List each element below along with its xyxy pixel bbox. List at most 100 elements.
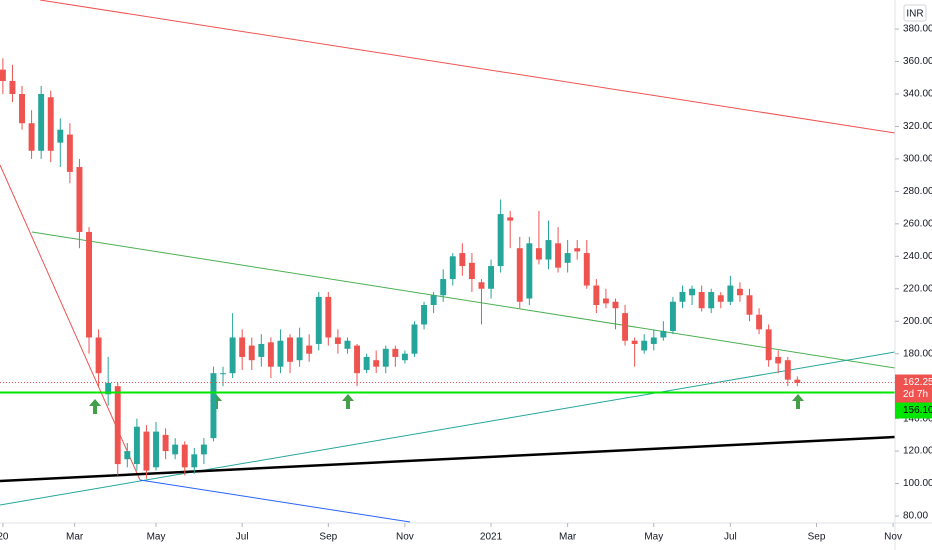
- candle-body: [229, 337, 236, 374]
- support-label: 156.10: [903, 405, 932, 416]
- candle-body: [794, 379, 801, 383]
- x-tick-label: 2021: [480, 532, 503, 543]
- candle-body: [660, 330, 667, 338]
- y-tick-label: 300.00: [903, 154, 932, 165]
- candle-body: [287, 337, 294, 362]
- countdown-label: 2d 7h: [903, 389, 928, 400]
- x-tick-label: Nov: [884, 532, 902, 543]
- candle-body: [105, 382, 112, 395]
- candle-body: [440, 279, 447, 296]
- candle-body: [296, 337, 303, 361]
- support-label-box: [895, 402, 932, 419]
- arrows: [89, 394, 804, 414]
- candle-body: [277, 340, 284, 367]
- candle-body: [133, 426, 140, 465]
- candle-body: [267, 342, 274, 367]
- trend-line: [39, 0, 895, 134]
- candle-body: [28, 123, 35, 151]
- up-arrow: [89, 399, 101, 414]
- candle-body: [57, 129, 64, 143]
- candle-body: [392, 348, 399, 357]
- x-tick-label: Nov: [396, 532, 414, 543]
- up-arrow: [342, 394, 354, 409]
- candle-body: [775, 356, 782, 364]
- candle-body: [708, 292, 715, 309]
- x-tick-label: Sep: [319, 532, 337, 543]
- currency-box: [903, 4, 927, 22]
- candle-body: [478, 282, 485, 289]
- candle-body: [583, 253, 590, 286]
- trend-line: [0, 435, 895, 483]
- candle-body: [363, 356, 370, 370]
- last-price-box: [895, 374, 932, 403]
- y-tick-label: 240.00: [903, 251, 932, 262]
- candle-body: [526, 243, 533, 299]
- y-tick-label: 380.00: [903, 24, 932, 35]
- x-tick-label: Jul: [236, 532, 249, 543]
- candle-body: [95, 337, 102, 374]
- candle-body: [574, 248, 581, 252]
- candle-body: [622, 313, 629, 341]
- candle-body: [76, 167, 83, 232]
- candle-body: [736, 288, 743, 296]
- up-arrow: [792, 394, 804, 409]
- candle-body: [200, 444, 207, 455]
- candle-body: [258, 343, 265, 357]
- candle-body: [679, 292, 686, 302]
- trend-line: [31, 231, 895, 369]
- candle-body: [325, 296, 332, 338]
- candle-body: [248, 345, 255, 361]
- candle-body: [114, 386, 121, 465]
- candle-body: [191, 454, 198, 468]
- candle-body: [181, 444, 188, 468]
- x-tick-label: Jul: [724, 532, 737, 543]
- trend-line: [0, 351, 895, 506]
- y-tick-label: 340.00: [903, 89, 932, 100]
- candle-body: [143, 431, 150, 471]
- y-tick-label: 320.00: [903, 121, 932, 132]
- candle-body: [306, 345, 313, 354]
- candle-body: [564, 253, 571, 263]
- trend-line: [139, 479, 411, 523]
- candle-body: [239, 337, 246, 357]
- candle-body: [717, 295, 724, 302]
- candle-body: [650, 337, 657, 344]
- candle-body: [153, 431, 159, 468]
- candle-body: [210, 373, 217, 439]
- y-tick-label: 360.00: [903, 56, 932, 67]
- x-tick-label: May: [147, 532, 166, 543]
- candle-body: [459, 253, 466, 267]
- last-price-label: 162.25: [903, 377, 932, 388]
- candle-body: [162, 434, 169, 452]
- candle-body: [602, 298, 609, 304]
- x-tick-label: Mar: [559, 532, 577, 543]
- x-tick-label: May: [644, 532, 663, 543]
- candle-body: [555, 243, 562, 268]
- x-tick-label: 20: [0, 532, 9, 543]
- plot-area: [0, 0, 895, 523]
- y-tick-label: 80.00: [903, 511, 928, 522]
- candle-body: [354, 345, 361, 374]
- candle-body: [86, 231, 92, 338]
- candle-body: [746, 295, 753, 315]
- candle-body: [631, 340, 638, 344]
- y-tick-label: 120.00: [903, 446, 932, 457]
- y-tick-label: 280.00: [903, 186, 932, 197]
- currency: INR: [906, 9, 923, 20]
- y-tick-label: 180.00: [903, 348, 932, 359]
- candle-body: [430, 295, 437, 306]
- candle-body: [124, 451, 131, 460]
- candle-body: [9, 80, 16, 94]
- candle-body: [765, 329, 772, 361]
- candle-body: [220, 373, 226, 375]
- candle-body: [373, 360, 380, 367]
- y-tick-label: 100.00: [903, 478, 932, 489]
- candle-body: [401, 353, 408, 361]
- candle-body: [641, 340, 648, 351]
- candle-body: [315, 296, 322, 344]
- y-tick-label: 140.00: [903, 413, 932, 424]
- candle-body: [344, 340, 351, 349]
- candle-body: [421, 305, 428, 325]
- candle-body: [411, 324, 418, 354]
